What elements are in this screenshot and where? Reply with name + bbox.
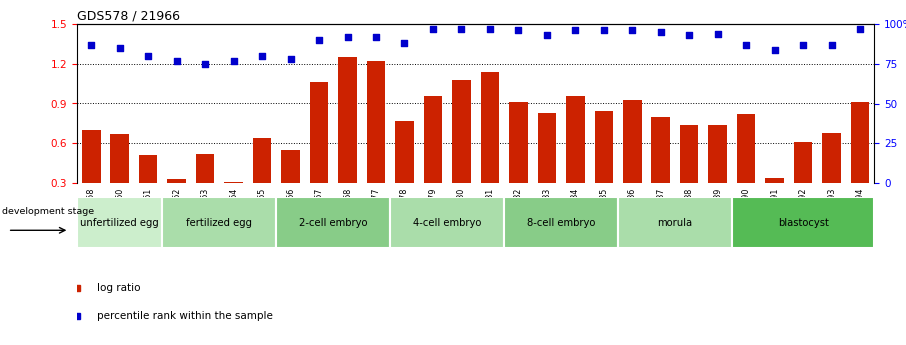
- Point: [767, 47, 782, 52]
- Bar: [139, 155, 158, 223]
- Text: 8-cell embryo: 8-cell embryo: [527, 218, 595, 227]
- Point: [625, 28, 640, 33]
- Bar: [794, 142, 813, 223]
- Bar: [395, 121, 414, 223]
- Point: [511, 28, 525, 33]
- Bar: [708, 125, 727, 223]
- Point: [84, 42, 99, 48]
- Bar: [851, 102, 869, 223]
- Point: [255, 53, 269, 59]
- Bar: [737, 114, 756, 223]
- Bar: [168, 179, 186, 223]
- Bar: [566, 96, 584, 223]
- Point: [540, 32, 554, 38]
- Bar: [537, 113, 556, 223]
- Bar: [82, 130, 101, 223]
- Bar: [680, 125, 699, 223]
- Text: morula: morula: [658, 218, 692, 227]
- Text: 4-cell embryo: 4-cell embryo: [413, 218, 481, 227]
- Bar: [766, 178, 784, 223]
- Bar: [481, 72, 499, 223]
- Point: [198, 61, 212, 67]
- Bar: [276, 197, 390, 248]
- Point: [397, 40, 411, 46]
- Point: [483, 26, 497, 32]
- Bar: [732, 197, 874, 248]
- Bar: [823, 132, 841, 223]
- Bar: [390, 197, 504, 248]
- Bar: [338, 57, 357, 223]
- Point: [824, 42, 839, 48]
- Text: blastocyst: blastocyst: [777, 218, 829, 227]
- Point: [226, 58, 241, 63]
- Point: [795, 42, 810, 48]
- Point: [341, 34, 355, 40]
- Bar: [162, 197, 276, 248]
- Bar: [618, 197, 732, 248]
- Bar: [509, 102, 527, 223]
- Point: [112, 45, 127, 51]
- Bar: [424, 96, 442, 223]
- Text: GDS578 / 21966: GDS578 / 21966: [77, 10, 180, 23]
- Text: unfertilized egg: unfertilized egg: [81, 218, 159, 227]
- Bar: [281, 150, 300, 223]
- Point: [710, 31, 725, 37]
- Bar: [196, 154, 215, 223]
- Bar: [623, 99, 641, 223]
- Bar: [310, 82, 328, 223]
- Bar: [651, 117, 670, 223]
- Point: [312, 37, 326, 43]
- Bar: [594, 111, 613, 223]
- Point: [682, 32, 697, 38]
- Point: [426, 26, 440, 32]
- Text: development stage: development stage: [2, 207, 93, 216]
- Text: fertilized egg: fertilized egg: [187, 218, 253, 227]
- Text: percentile rank within the sample: percentile rank within the sample: [97, 311, 273, 321]
- Point: [454, 26, 468, 32]
- Point: [739, 42, 754, 48]
- Bar: [111, 134, 129, 223]
- Bar: [225, 181, 243, 223]
- Bar: [504, 197, 618, 248]
- Point: [284, 56, 298, 62]
- Point: [853, 26, 867, 32]
- Point: [169, 58, 184, 63]
- Bar: [367, 61, 385, 223]
- Text: 2-cell embryo: 2-cell embryo: [299, 218, 368, 227]
- Bar: [253, 138, 272, 223]
- Bar: [77, 197, 162, 248]
- Point: [141, 53, 156, 59]
- Text: log ratio: log ratio: [97, 283, 140, 293]
- Point: [653, 29, 668, 35]
- Point: [369, 34, 383, 40]
- Point: [568, 28, 583, 33]
- Bar: [452, 80, 471, 223]
- Point: [596, 28, 611, 33]
